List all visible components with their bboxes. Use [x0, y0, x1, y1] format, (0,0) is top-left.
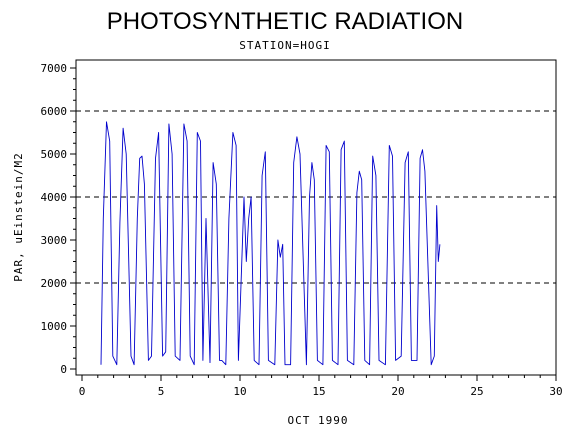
y-axis-label: PAR, uEinstein/M2	[12, 152, 25, 282]
series-line-0	[100, 121, 441, 366]
x-tick-label: 0	[79, 385, 86, 398]
y-tick-label: 5000	[41, 148, 68, 161]
y-tick-label: 3000	[41, 234, 68, 247]
y-tick-label: 0	[60, 363, 67, 376]
y-axis: 0 1000 2000 3000 4000 5000 6000 7000	[41, 62, 76, 376]
x-tick-label: 30	[549, 385, 562, 398]
series-group	[100, 121, 441, 366]
x-axis: 0 5 10 15 20 25 30	[79, 375, 563, 398]
x-tick-label: 10	[233, 385, 246, 398]
x-tick-label: 15	[312, 385, 325, 398]
y-tick-label: 6000	[41, 105, 68, 118]
x-tick-label: 20	[391, 385, 404, 398]
y-tick-label: 2000	[41, 277, 68, 290]
reference-lines	[76, 110, 556, 284]
chart-title: PHOTOSYNTHETIC RADIATION	[107, 8, 463, 35]
chart-subtitle: STATION=HOGI	[239, 39, 330, 52]
x-tick-label: 25	[470, 385, 483, 398]
y-tick-label: 7000	[41, 62, 68, 75]
plot-frame	[75, 59, 557, 376]
y-tick-label: 1000	[41, 320, 68, 333]
y-tick-label: 4000	[41, 191, 68, 204]
x-axis-label: OCT 1990	[288, 414, 349, 427]
x-tick-label: 5	[158, 385, 165, 398]
